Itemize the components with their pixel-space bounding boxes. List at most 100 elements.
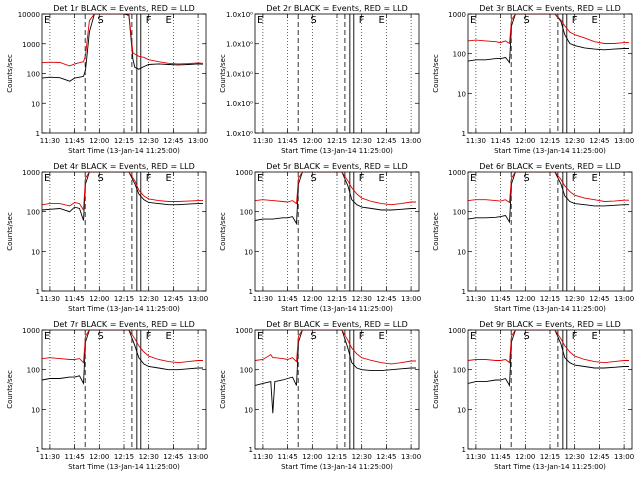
x-tick-label: 11:45 — [65, 453, 85, 461]
marker-label: F — [146, 15, 152, 26]
events-series-line — [42, 172, 203, 221]
chart-svg: Det 6r BLACK = Events, RED = LLD Counts/s… — [432, 162, 634, 313]
y-tick-label: 1 — [36, 130, 40, 138]
y-tick-label: 10 — [457, 90, 466, 98]
y-tick-label: 100 — [240, 367, 253, 375]
y-tick-label: 1000 — [448, 11, 466, 19]
x-axis-label: Start Time (13-Jan-14 11:25:00) — [281, 305, 393, 313]
detector-panel-5: Det 5r BLACK = Events, RED = LLD Counts/s… — [213, 158, 427, 318]
marker-label: E — [44, 331, 50, 342]
detector-panel-4: Det 4r BLACK = Events, RED = LLD Counts/s… — [0, 158, 214, 318]
chart-svg: Det 3r BLACK = Events, RED = LLD Counts/s… — [432, 4, 634, 155]
x-tick-label: 13:00 — [401, 295, 421, 303]
y-tick-label: 1000 — [22, 169, 40, 177]
y-tick-label: 10000 — [18, 11, 40, 19]
marker-label: E — [165, 15, 171, 26]
y-axis-label: Counts/sec — [6, 212, 14, 251]
x-tick-label: 12:30 — [139, 137, 159, 145]
y-axis-label: Counts/sec — [219, 54, 227, 93]
lld-series-line — [468, 172, 629, 204]
lld-series-line — [255, 172, 416, 206]
x-tick-label: 11:30 — [466, 453, 486, 461]
y-axis-label: Counts/sec — [432, 212, 440, 251]
x-axis-label: Start Time (13-Jan-14 11:25:00) — [281, 463, 393, 471]
marker-label: E — [44, 173, 50, 184]
x-tick-label: 12:45 — [376, 295, 396, 303]
y-tick-label: 10 — [31, 406, 40, 414]
y-tick-label: 1000 — [22, 41, 40, 49]
detector-panel-8: Det 8r BLACK = Events, RED = LLD Counts/s… — [213, 316, 427, 476]
x-axis-label: Start Time (13-Jan-14 11:25:00) — [494, 463, 606, 471]
plot-frame — [41, 329, 207, 450]
y-tick-label: 10 — [457, 406, 466, 414]
x-tick-label: 11:45 — [65, 137, 85, 145]
y-tick-label: 1.0x10⁰ — [226, 70, 253, 78]
x-tick-label: 13:00 — [614, 295, 634, 303]
x-axis-label: Start Time (13-Jan-14 11:25:00) — [494, 305, 606, 313]
x-tick-label: 12:15 — [540, 453, 560, 461]
y-tick-label: 1.0x10⁰ — [226, 11, 253, 19]
y-tick-label: 1.0x10⁰ — [226, 100, 253, 108]
plot-frame — [467, 329, 633, 450]
y-tick-label: 1 — [462, 130, 466, 138]
marker-label: F — [572, 331, 578, 342]
y-tick-label: 1 — [249, 288, 253, 296]
x-tick-label: 12:30 — [352, 453, 372, 461]
y-tick-label: 1000 — [22, 327, 40, 335]
chart-title: Det 1r BLACK = Events, RED = LLD — [53, 4, 195, 13]
x-tick-label: 12:15 — [114, 295, 134, 303]
detector-panel-3: Det 3r BLACK = Events, RED = LLD Counts/s… — [426, 0, 640, 160]
chart-svg: Det 7r BLACK = Events, RED = LLD Counts/s… — [6, 320, 208, 471]
marker-label: S — [523, 15, 529, 26]
x-tick-label: 11:30 — [40, 295, 60, 303]
marker-label: F — [146, 331, 152, 342]
chart-title: Det 9r BLACK = Events, RED = LLD — [479, 320, 621, 329]
lld-series-line — [468, 330, 629, 364]
x-tick-label: 11:45 — [65, 295, 85, 303]
lld-series-line — [468, 14, 629, 45]
x-tick-label: 11:30 — [466, 137, 486, 145]
detector-panel-9: Det 9r BLACK = Events, RED = LLD Counts/s… — [426, 316, 640, 476]
chart-title: Det 2r BLACK = Events, RED = LLD — [266, 4, 408, 13]
y-tick-label: 100 — [27, 71, 40, 79]
x-tick-label: 12:15 — [327, 453, 347, 461]
chart-svg: Det 4r BLACK = Events, RED = LLD Counts/s… — [6, 162, 208, 313]
x-tick-label: 12:45 — [589, 295, 609, 303]
marker-label: E — [591, 173, 597, 184]
plot-frame — [467, 13, 633, 134]
marker-label: F — [359, 331, 365, 342]
x-tick-label: 12:00 — [89, 295, 109, 303]
y-tick-label: 1 — [36, 288, 40, 296]
detector-panel-2: Det 2r BLACK = Events, RED = LLD Counts/s… — [213, 0, 427, 160]
plot-frame — [467, 171, 633, 292]
marker-label: E — [165, 331, 171, 342]
y-tick-label: 10 — [244, 406, 253, 414]
chart-title: Det 6r BLACK = Events, RED = LLD — [479, 162, 621, 171]
y-tick-label: 1 — [36, 446, 40, 454]
x-tick-label: 11:45 — [278, 453, 298, 461]
chart-title: Det 8r BLACK = Events, RED = LLD — [266, 320, 408, 329]
x-tick-label: 12:00 — [515, 295, 535, 303]
y-axis-label: Counts/sec — [6, 54, 14, 93]
marker-label: S — [523, 173, 529, 184]
plot-frame — [41, 171, 207, 292]
y-axis-label: Counts/sec — [219, 370, 227, 409]
y-axis-label: Counts/sec — [219, 212, 227, 251]
x-tick-label: 12:45 — [163, 295, 183, 303]
x-tick-label: 13:00 — [614, 453, 634, 461]
detector-panel-6: Det 6r BLACK = Events, RED = LLD Counts/s… — [426, 158, 640, 318]
events-series-line — [255, 172, 416, 226]
y-tick-label: 1000 — [448, 327, 466, 335]
x-tick-label: 12:15 — [114, 453, 134, 461]
x-tick-label: 11:30 — [253, 137, 273, 145]
marker-label: S — [97, 15, 103, 26]
events-series-line — [255, 330, 416, 414]
marker-label: S — [310, 331, 316, 342]
x-tick-label: 12:45 — [589, 137, 609, 145]
x-tick-label: 12:30 — [565, 453, 585, 461]
x-tick-label: 13:00 — [401, 137, 421, 145]
x-axis-label: Start Time (13-Jan-14 11:25:00) — [68, 463, 180, 471]
x-tick-label: 12:45 — [589, 453, 609, 461]
y-axis-label: Counts/sec — [6, 370, 14, 409]
